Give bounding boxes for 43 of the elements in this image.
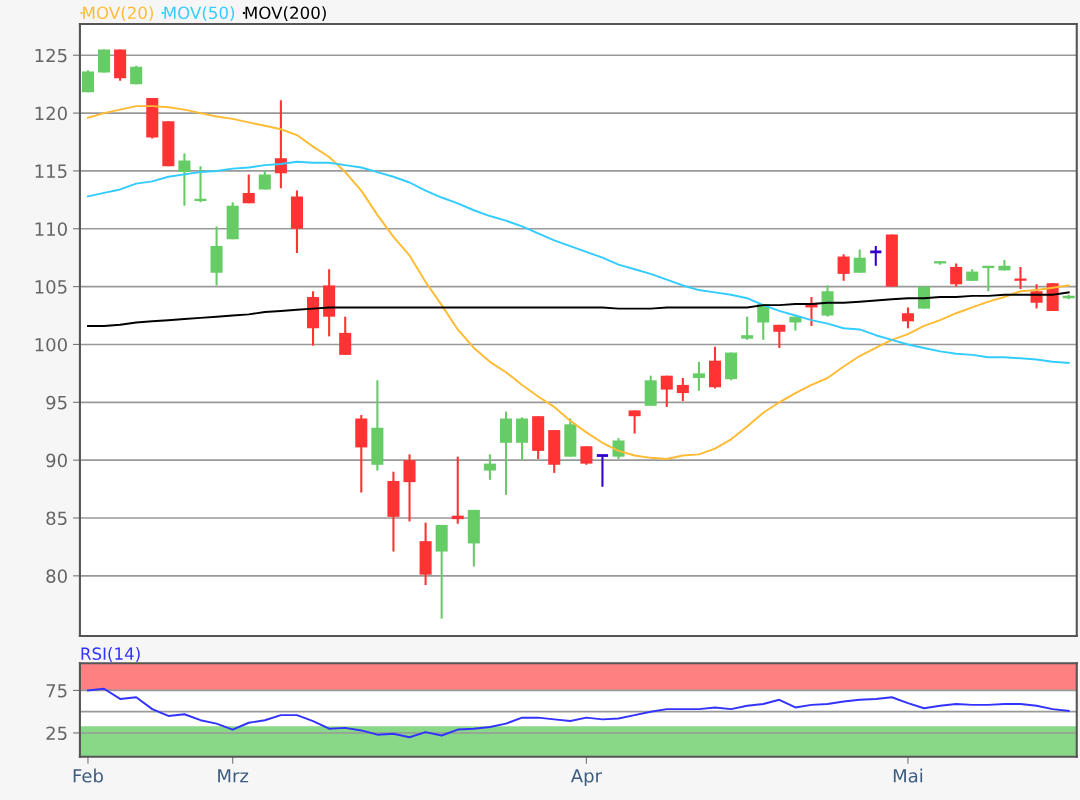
legend-label: MOV(50): [164, 6, 235, 22]
x-tick-label: Mrz: [218, 769, 249, 783]
legend-label: MOV(200): [245, 6, 326, 22]
y-tick-label: 90: [46, 453, 67, 468]
y-tick-label: 95: [46, 395, 67, 410]
y-tick-label: 25: [46, 726, 67, 741]
y-tick-label: 105: [35, 280, 67, 294]
line-series: [86, 160, 1070, 364]
chart-title: RSI(14): [81, 647, 140, 662]
y-tick-label: 115: [35, 164, 67, 179]
candlestick: [692, 360, 705, 392]
line-series: [86, 291, 1070, 327]
line-series: [86, 105, 1070, 460]
candlestick: [580, 445, 593, 466]
candlestick: [676, 376, 689, 403]
line-series: [86, 687, 1070, 739]
candlestick: [660, 374, 673, 408]
y-tick-label: 80: [46, 569, 67, 583]
candlestick: [483, 453, 496, 481]
y-tick-label: 85: [46, 511, 67, 526]
y-tick-label: 100: [35, 337, 67, 352]
candlestick: [628, 409, 641, 435]
x-tick-label: Mai: [893, 768, 923, 783]
candlestick: [595, 454, 610, 488]
candlestick: [194, 165, 207, 204]
legend-label: MOV(20): [83, 6, 153, 22]
candlestick: [950, 262, 963, 288]
x-tick-label: Feb: [73, 768, 103, 783]
y-tick-label: 120: [35, 106, 67, 121]
candlestick: [178, 152, 191, 207]
candlestick: [98, 48, 111, 74]
candlestick: [741, 315, 754, 341]
x-tick-label: Apr: [570, 769, 602, 787]
y-tick-label: 75: [46, 684, 67, 698]
candlestick: [837, 253, 850, 282]
candlestick: [853, 248, 866, 274]
candlestick: [339, 315, 352, 356]
candlestick: [1014, 265, 1027, 290]
y-tick-label: 110: [35, 222, 67, 236]
candlestick: [901, 306, 914, 330]
candlestick: [242, 173, 255, 205]
y-tick-label: 125: [35, 48, 67, 63]
candlestick: [403, 453, 416, 523]
